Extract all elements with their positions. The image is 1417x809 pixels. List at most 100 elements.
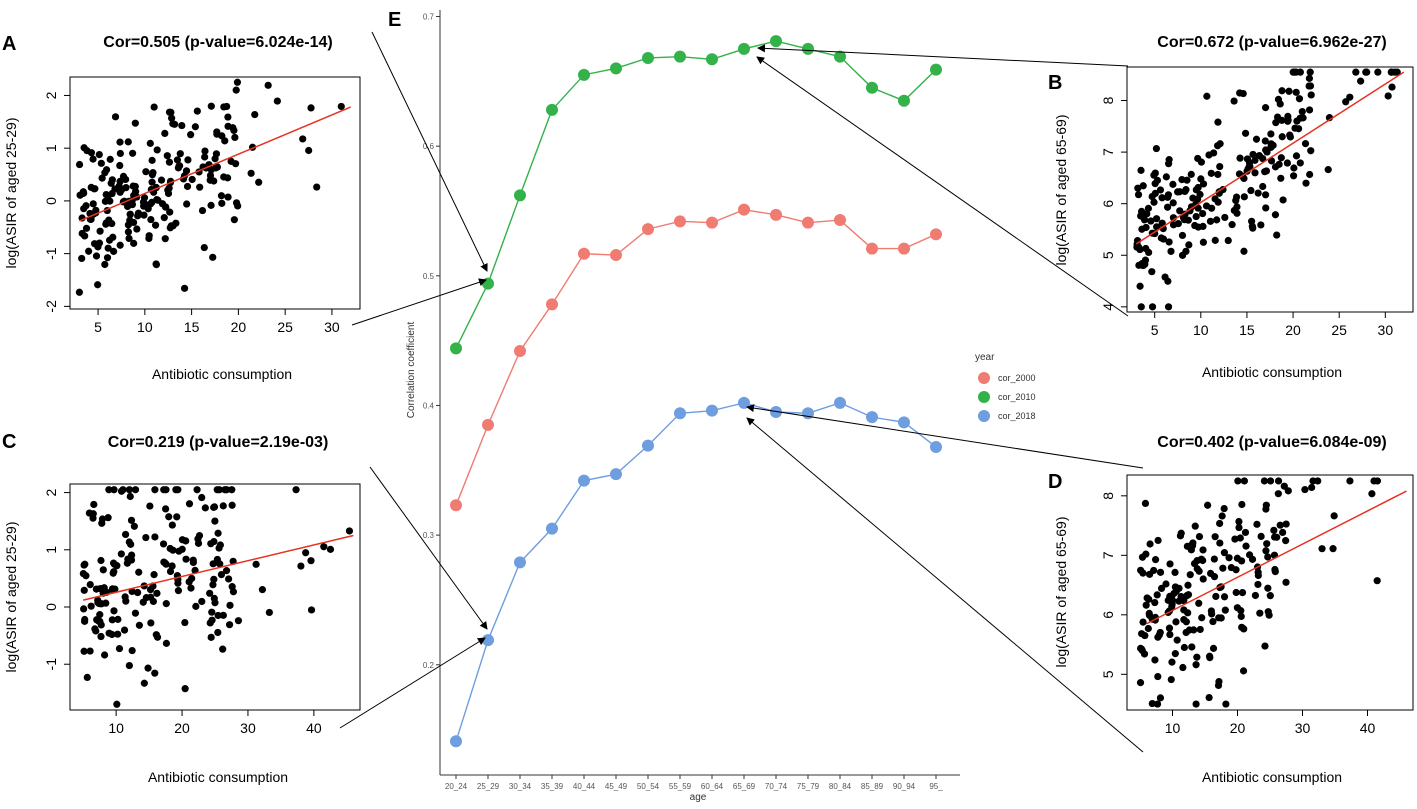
scatter-point [1238, 588, 1247, 597]
scatter-point [212, 150, 221, 158]
scatter-point [1235, 517, 1243, 526]
scatter-point [119, 486, 127, 494]
scatter-point [126, 210, 134, 219]
scatter-point [127, 555, 135, 564]
y-tick-label: 1 [43, 144, 59, 152]
e-y-tick-label: 0.4 [423, 401, 435, 410]
scatter-point [180, 284, 189, 292]
scatter-point [1234, 477, 1242, 485]
scatter-point [1292, 68, 1300, 76]
scatter-point [1232, 588, 1240, 597]
scatter-point [142, 594, 150, 602]
e-point-cor_2018-60_64 [706, 404, 718, 417]
scatter-point [1289, 172, 1298, 180]
scatter-point [1292, 152, 1301, 160]
scatter-point [224, 113, 232, 121]
scatter-point [201, 504, 209, 512]
e-x-tick-label: 60_64 [701, 782, 724, 791]
scatter-point [131, 486, 140, 494]
scatter-point [229, 588, 238, 596]
e-point-cor_2000-45_49 [610, 249, 622, 262]
scatter-point [1192, 212, 1200, 221]
scatter-point [1199, 546, 1207, 554]
panel-b-fit-line [1135, 71, 1405, 245]
scatter-point [146, 139, 154, 147]
x-tick-label: 20 [231, 319, 247, 335]
scatter-point [221, 137, 229, 145]
scatter-point [1141, 499, 1150, 508]
scatter-point [1254, 571, 1262, 580]
scatter-point [142, 533, 150, 542]
scatter-point [1211, 236, 1219, 244]
panel-b-scatter: B Cor=0.672 (p-value=6.962e-27) 5 10 15 20 2… [1048, 34, 1414, 380]
scatter-point [181, 618, 189, 627]
scatter-point [1278, 87, 1286, 95]
scatter-point [1174, 220, 1182, 228]
e-point-cor_2010-70_74 [770, 35, 782, 48]
scatter-point [1305, 74, 1314, 82]
e-point-cor_2018-35_39 [546, 522, 558, 535]
e-point-cor_2018-25_29 [482, 634, 494, 647]
e-x-ticks: 20_24 25_29 30_34 35_39 40_44 45_49 50_54 55_59… [445, 775, 943, 791]
legend-title: year [975, 352, 995, 363]
scatter-point [1165, 238, 1173, 246]
scatter-point [109, 569, 117, 577]
scatter-point [1188, 643, 1196, 651]
panel-a-y-ticks: -2 -1 0 1 2 [43, 91, 70, 313]
scatter-point [1213, 216, 1221, 224]
legend-marker-2000 [978, 372, 990, 384]
panel-label-d: D [1048, 471, 1062, 493]
scatter-point [1156, 186, 1165, 194]
scatter-point [1172, 618, 1180, 626]
scatter-point [148, 156, 156, 164]
connector-arrows [339, 31, 1144, 753]
scatter-point [233, 78, 242, 86]
scatter-point [265, 608, 273, 617]
scatter-point [1147, 217, 1155, 225]
scatter-point [1208, 610, 1216, 618]
panel-c-scatter: C Cor=0.219 (p-value=2.19e-03) 10 20 30 40 … [2, 431, 361, 785]
scatter-point [1205, 693, 1213, 702]
scatter-point [130, 522, 138, 530]
scatter-point [92, 252, 101, 260]
scatter-point [1251, 591, 1260, 600]
scatter-point [151, 486, 159, 494]
scatter-point [125, 538, 133, 546]
scatter-point [1168, 602, 1176, 611]
scatter-point [150, 103, 158, 111]
scatter-point [1285, 87, 1293, 95]
scatter-point [307, 104, 315, 112]
scatter-point [1238, 500, 1246, 509]
scatter-point [1242, 542, 1250, 550]
scatter-point [1263, 148, 1271, 156]
scatter-point [1232, 566, 1240, 574]
scatter-point [1248, 222, 1256, 230]
scatter-point [1193, 565, 1201, 573]
scatter-point [212, 164, 220, 172]
arrow-d-title-to-e [746, 404, 1144, 469]
scatter-point [109, 233, 117, 241]
e-legend: year cor_2000 cor_2010 cor_2018 [975, 352, 1036, 422]
scatter-point [1284, 117, 1292, 125]
scatter-point [1247, 186, 1255, 195]
e-point-cor_2000-70_74 [770, 208, 782, 221]
scatter-point [1249, 150, 1257, 159]
scatter-point [1180, 643, 1188, 652]
scatter-point [1139, 618, 1147, 626]
scatter-point [251, 110, 259, 119]
scatter-point [292, 486, 300, 494]
scatter-point [1368, 490, 1376, 498]
scatter-point [1164, 303, 1173, 311]
legend-marker-2010 [978, 391, 990, 403]
x-tick-label: 30 [1378, 322, 1394, 338]
panel-b-y-ticks: 4 5 6 7 8 [1100, 96, 1127, 311]
y-tick-label: 7 [1100, 551, 1116, 559]
scatter-point [140, 211, 148, 219]
scatter-point [169, 120, 177, 128]
panel-c-points [79, 486, 354, 708]
scatter-point [114, 615, 122, 623]
scatter-point [153, 589, 161, 597]
scatter-point [157, 176, 166, 184]
scatter-point [210, 503, 218, 511]
scatter-point [210, 594, 218, 602]
